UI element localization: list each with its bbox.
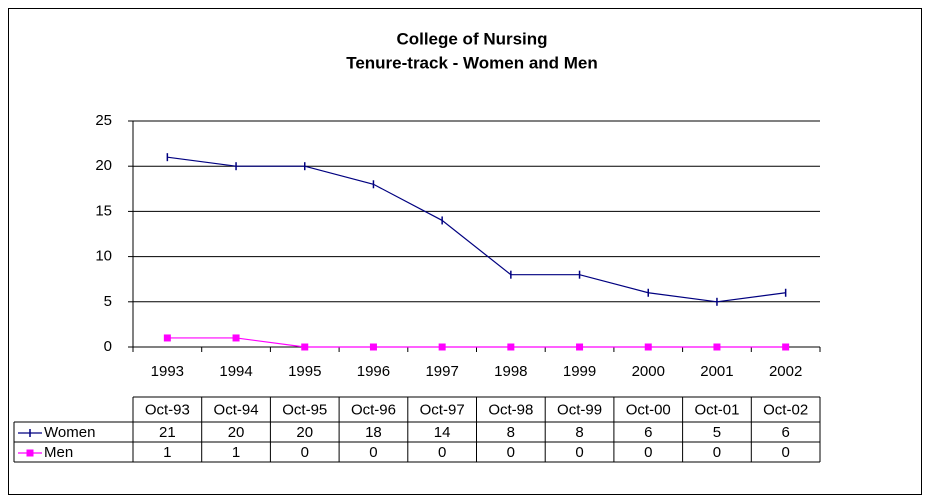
marker [782,343,790,351]
series-line [167,156,786,303]
series-line [167,337,786,348]
y-tick-label: 10 [95,248,112,265]
table-header: Oct-99 [557,401,602,418]
x-tick-label: 1994 [219,363,252,380]
y-tick-label: 25 [95,112,112,129]
legend-label: Women [44,424,95,441]
table-cell: 0 [644,444,652,461]
table-cell: 0 [781,444,789,461]
marker [301,343,309,351]
marker [713,343,721,351]
y-tick-label: 20 [95,157,112,174]
table-cell: 8 [507,424,515,441]
table-cell: 8 [575,424,583,441]
marker [644,343,652,351]
table-cell: 0 [507,444,515,461]
table-cell: 1 [232,444,240,461]
table-cell: 6 [781,424,789,441]
x-tick-label: 1993 [151,363,184,380]
table-header: Oct-96 [351,401,396,418]
table-cell: 20 [228,424,245,441]
marker [369,343,377,351]
table-cell: 6 [644,424,652,441]
table-cell: 18 [365,424,382,441]
chart-border [8,8,922,495]
marker [438,343,446,351]
marker [163,334,171,342]
x-tick-label: 1996 [357,363,390,380]
table-header: Oct-93 [145,401,190,418]
x-tick-label: 2002 [769,363,802,380]
table-cell: 0 [438,444,446,461]
chart-title: College of Nursing [396,29,547,48]
x-tick-label: 2001 [700,363,733,380]
table-cell: 14 [434,424,451,441]
x-tick-label: 1997 [425,363,458,380]
table-header: Oct-94 [214,401,259,418]
table-header: Oct-98 [488,401,533,418]
table-cell: 20 [296,424,313,441]
x-tick-label: 1995 [288,363,321,380]
y-tick-label: 15 [95,202,112,219]
y-tick-label: 0 [104,338,112,355]
y-tick-label: 5 [104,293,112,310]
table-cell: 1 [163,444,171,461]
x-tick-label: 2000 [632,363,665,380]
x-tick-label: 1999 [563,363,596,380]
table-cell: 21 [159,424,176,441]
table-cell: 0 [575,444,583,461]
table-header: Oct-97 [420,401,465,418]
table-cell: 0 [369,444,377,461]
marker [507,343,515,351]
table-header: Oct-95 [282,401,327,418]
table-cell: 5 [713,424,721,441]
table-header: Oct-01 [694,401,739,418]
x-tick-label: 1998 [494,363,527,380]
legend-key-marker [26,449,34,457]
table-cell: 0 [301,444,309,461]
table-header: Oct-00 [626,401,671,418]
chart-subtitle: Tenure-track - Women and Men [346,53,598,72]
legend-label: Men [44,444,73,461]
marker [232,334,240,342]
table-cell: 0 [713,444,721,461]
marker [576,343,584,351]
table-header: Oct-02 [763,401,808,418]
